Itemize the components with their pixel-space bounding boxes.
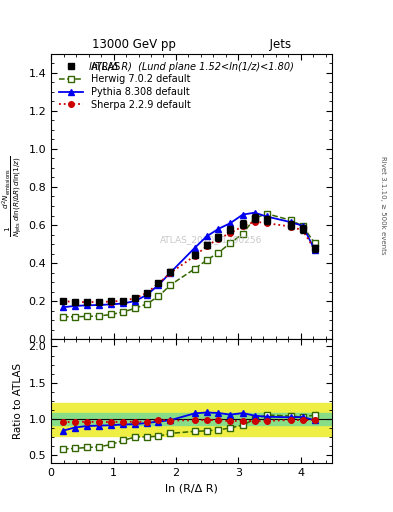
Bar — [51, 413, 332, 425]
Y-axis label: $\frac{1}{N_{\mathrm{jets}}} \frac{d^2 N_{\mathrm{emissions}}}{d\ln(R/\Delta R)\: $\frac{1}{N_{\mathrm{jets}}} \frac{d^2 N… — [1, 156, 24, 237]
Text: Rivet 3.1.10, ≥ 500k events: Rivet 3.1.10, ≥ 500k events — [380, 156, 386, 254]
Text: ATLAS_2020_I1790256: ATLAS_2020_I1790256 — [160, 235, 263, 244]
Title: 13000 GeV pp                         Jets: 13000 GeV pp Jets — [92, 38, 291, 51]
Legend: ATLAS, Herwig 7.0.2 default, Pythia 8.308 default, Sherpa 2.2.9 default: ATLAS, Herwig 7.0.2 default, Pythia 8.30… — [56, 58, 194, 113]
Y-axis label: Ratio to ATLAS: Ratio to ATLAS — [13, 363, 23, 439]
Text: ln(R/Δ R)  (Lund plane 1.52<ln(1/z)<1.80): ln(R/Δ R) (Lund plane 1.52<ln(1/z)<1.80) — [89, 62, 294, 72]
Bar — [51, 403, 332, 436]
X-axis label: ln (R/Δ R): ln (R/Δ R) — [165, 484, 218, 494]
